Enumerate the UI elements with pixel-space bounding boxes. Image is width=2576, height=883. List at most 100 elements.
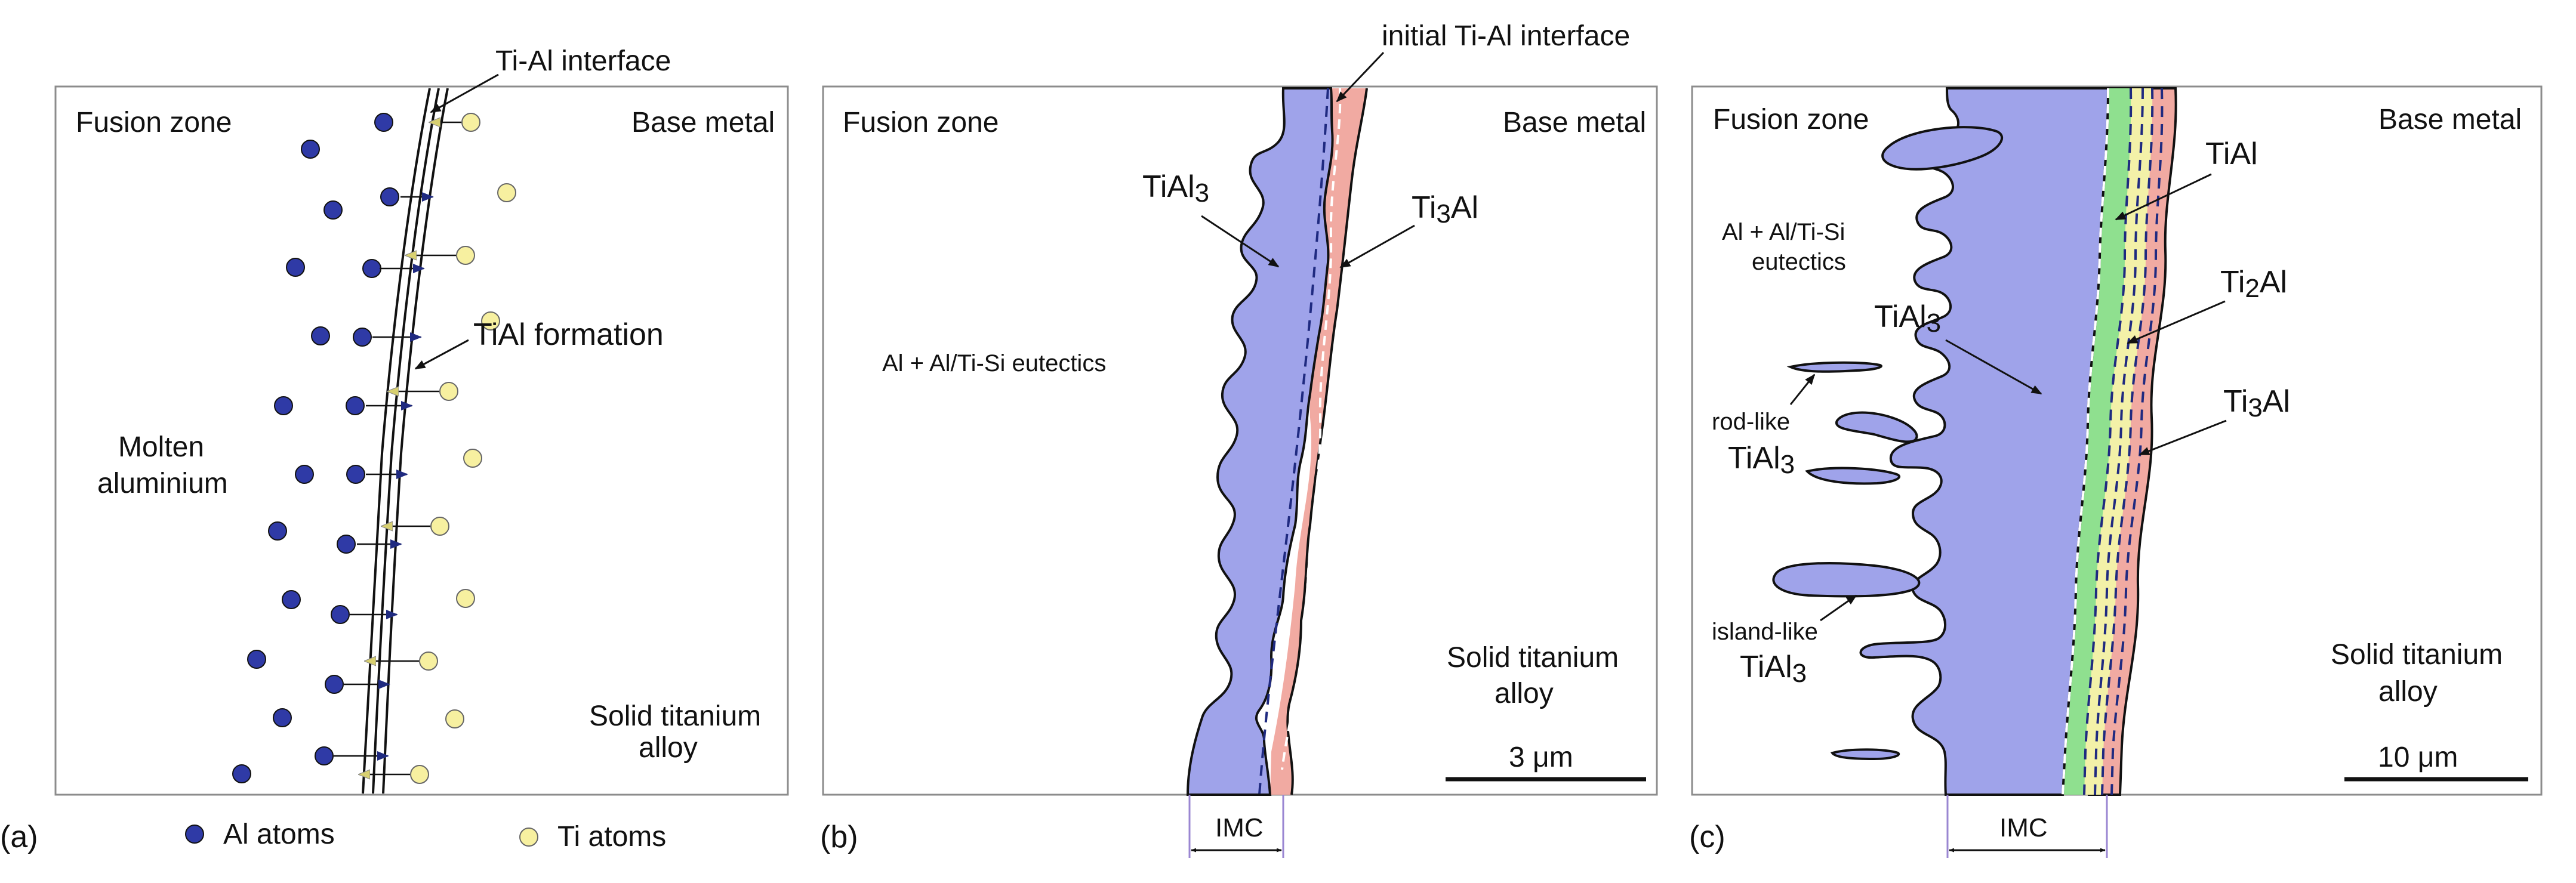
- panel-c-rod-tial3-label: TiAl3: [1728, 441, 1795, 479]
- panel-b-solid-label-line2: alloy: [1495, 678, 1554, 709]
- al-atom: [346, 396, 365, 415]
- panel-b-initial-interface-label: initial Ti-Al interface: [1382, 20, 1630, 52]
- panel-a-solid-label-line1: Solid titanium: [589, 700, 761, 732]
- panel-c-ti2al-label: Ti2Al: [2220, 265, 2287, 303]
- panel-a-interface-line-left: [362, 88, 431, 794]
- panel-a-fusion-zone-label: Fusion zone: [76, 107, 232, 138]
- panel-c-dashed-ti3al-inner: [2110, 88, 2164, 795]
- panel-c-dashed-tial-ti2al-2: [2094, 88, 2144, 795]
- al-atom: [295, 465, 314, 484]
- panel-a-tag: (a): [0, 820, 38, 854]
- panel-c-base-metal-label: Base metal: [2378, 104, 2522, 135]
- panel-c-tag: (c): [1689, 820, 1725, 854]
- panel-a-tial-formation-label: TiAl formation: [473, 317, 664, 352]
- panel-c-dashed-ti2al-ti3al: [2101, 88, 2154, 795]
- panel-b-tial3-layer: [1186, 87, 1334, 796]
- al-atom: [273, 708, 292, 727]
- al-atom: [282, 590, 301, 609]
- al-atom: [362, 259, 381, 278]
- panel-c-solid-label-line2: alloy: [2378, 676, 2438, 708]
- panel-c-island-like-leader: [1820, 594, 1857, 622]
- al-atom: [380, 187, 399, 206]
- panel-c-imc-label: IMC: [1999, 813, 2048, 842]
- al-atom: [346, 465, 365, 484]
- panel-c-tial-leader: [2115, 173, 2212, 221]
- panel-a-frame: [54, 85, 789, 796]
- al-atom: [247, 650, 266, 669]
- ti-atom: [456, 589, 475, 608]
- ti-atom: [497, 183, 516, 202]
- panel-c-tial3-label: TiAl3: [1874, 300, 1941, 338]
- panel-b-solid-label-line1: Solid titanium: [1447, 642, 1619, 674]
- panel-c-rod-like-leader: [1789, 373, 1816, 405]
- panel-c: Fusion zone Base metal Al + Al/Ti-Si eut…: [1689, 85, 2543, 858]
- panel-b-tag: (b): [820, 820, 858, 854]
- ti-atom: [439, 382, 458, 401]
- panel-b-initial-interface-dashed: [1258, 88, 1329, 795]
- ti-atom: [430, 517, 449, 536]
- panel-a-interface-label: Ti-Al interface: [495, 45, 671, 77]
- panel-c-particle-rod-3: [1805, 467, 1901, 485]
- legend-ti-atoms-label: Ti atoms: [557, 821, 666, 853]
- legend-ti-atom-icon: [519, 828, 538, 847]
- panel-c-fusion-zone-label: Fusion zone: [1713, 104, 1869, 135]
- panel-b-white-dashed-boundary: [1281, 88, 1342, 770]
- panel-c-scale-label: 10 μm: [2378, 742, 2458, 773]
- panel-c-solid-label-line1: Solid titanium: [2331, 639, 2503, 671]
- panel-a-molten-label-line2: aluminium: [97, 468, 228, 499]
- al-atom: [374, 113, 393, 132]
- panel-a-tial-formation-leader: [414, 339, 469, 370]
- panel-c-ti2al-leader: [2127, 300, 2226, 344]
- panel-b-ti3al-outer-edge: [1286, 88, 1368, 795]
- panel-b-ti3al-leader: [1339, 224, 1415, 268]
- al-atom: [268, 521, 287, 541]
- ti-atom: [410, 765, 429, 784]
- panel-b-ti3al-label: Ti3Al: [1412, 190, 1478, 229]
- panel-b-imc-label: IMC: [1215, 813, 1264, 842]
- panel-b-initial-interface-leader: [1336, 51, 1385, 103]
- al-atom: [311, 326, 330, 345]
- ti-atom: [481, 311, 500, 331]
- al-atom: [331, 605, 350, 624]
- panel-b: Fusion zone Base metal initial Ti-Al int…: [820, 20, 1658, 858]
- panel-a-molten-label-line1: Molten: [118, 431, 204, 463]
- panel-c-island-like-label: island-like: [1712, 619, 1818, 645]
- panel-c-eutectics-line1: Al + Al/Ti-Si: [1722, 219, 1845, 245]
- ti-atom: [419, 652, 438, 671]
- al-atom: [353, 328, 372, 347]
- al-atom: [323, 200, 343, 220]
- panel-c-dashed-tial-ti2al-1: [2083, 88, 2133, 795]
- panel-b-eutectics-label: Al + Al/Ti-Si eutectics: [882, 350, 1106, 376]
- panel-a: Fusion zone Base metal Ti-Al interface T…: [0, 45, 789, 854]
- panel-c-particle-bottom: [1830, 748, 1900, 761]
- panel-a-diffusion-arrows: [334, 122, 461, 774]
- al-atom: [337, 535, 356, 554]
- panel-a-base-metal-label: Base metal: [631, 107, 775, 138]
- panel-c-eutectics-line2: eutectics: [1752, 249, 1846, 275]
- panel-b-fusion-zone-label: Fusion zone: [843, 107, 999, 138]
- al-atom: [232, 764, 251, 783]
- al-atom: [274, 396, 293, 415]
- al-atom: [325, 675, 344, 694]
- panel-b-tial3-label: TiAl3: [1142, 169, 1209, 208]
- panel-b-base-metal-label: Base metal: [1503, 107, 1646, 138]
- panel-c-ti3al-leader: [2139, 419, 2227, 456]
- panel-c-tial3-layer: [1859, 87, 2110, 796]
- legend-al-atoms-label: Al atoms: [223, 819, 335, 850]
- legend-al-atom-icon: [185, 825, 204, 844]
- panel-c-tial3-leader: [1945, 339, 2042, 395]
- panel-a-interface-line-right: [382, 88, 449, 794]
- panel-c-island-tial3-label: TiAl3: [1740, 650, 1807, 688]
- al-atom: [286, 258, 305, 277]
- panel-b-ti3al-layer: [1270, 88, 1367, 795]
- al-atom: [315, 746, 334, 765]
- ti-atom: [445, 709, 464, 728]
- panel-a-interface-leader: [430, 73, 499, 113]
- al-atom: [301, 140, 320, 159]
- panel-c-dashed-tial3-tial: [2062, 88, 2109, 795]
- panel-c-rod-like-label: rod-like: [1712, 409, 1790, 435]
- panel-b-scale-label: 3 μm: [1509, 742, 1573, 773]
- panel-a-atoms: [232, 113, 516, 784]
- panel-c-particle-island: [1772, 562, 1921, 598]
- panel-b-tial3-leader: [1201, 215, 1280, 268]
